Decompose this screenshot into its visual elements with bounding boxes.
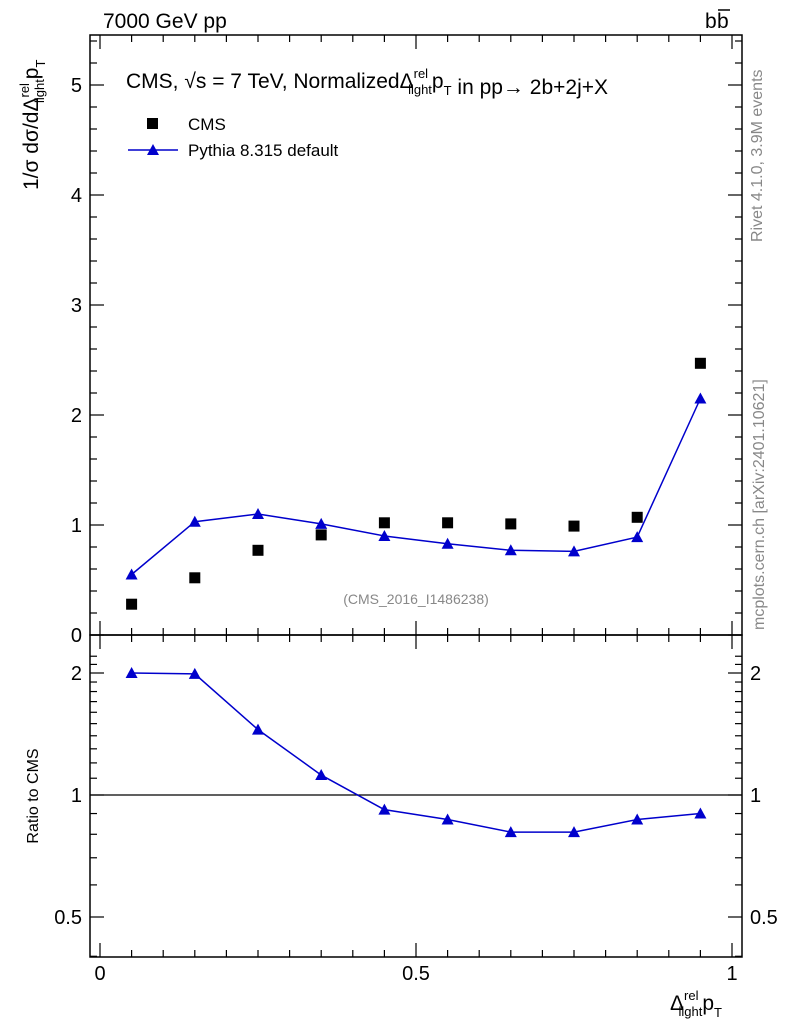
y-title-sup: rel: [17, 83, 32, 98]
ratio-point: [568, 826, 580, 838]
ratio-axes: 0 0.5 1 0.5 0.5 1 1 2 2: [54, 635, 778, 985]
cms-point: [505, 518, 517, 530]
plot-title: CMS, √s = 7 TeV, NormalizedΔrel lightpT i…: [126, 66, 608, 99]
pythia-point: [188, 515, 201, 527]
cms-point: [189, 572, 201, 584]
y-axis-title: 1/σ dσ/dΔrellightpT: [17, 60, 48, 191]
x-tick-label: 0.5: [402, 963, 430, 985]
x-axis-title: Δrel lightpT: [670, 988, 722, 1020]
pythia-point: [568, 545, 580, 557]
ratio-y-axis-title: Ratio to CMS: [25, 748, 42, 843]
ratio-marks: [125, 667, 707, 838]
ratio-point: [631, 813, 644, 825]
ratio-y-tick-label-right: 2: [750, 663, 761, 685]
ratio-point: [378, 803, 391, 815]
mcplots-label: mcplots.cern.ch [arXiv:2401.10621]: [751, 379, 768, 630]
cms-point: [315, 529, 327, 541]
ratio-point: [694, 807, 707, 819]
cms-point: [631, 511, 643, 523]
pythia-point: [252, 508, 264, 519]
svg-text:1/σ dσ/dΔrellightpT: 1/σ dσ/dΔrellightpT: [17, 60, 48, 191]
ratio-point: [252, 723, 264, 735]
main-y-tick-label: 4: [71, 185, 82, 207]
analysis-watermark: (CMS_2016_I1486238): [343, 591, 489, 607]
legend: CMS Pythia 8.315 default: [128, 115, 339, 160]
x-tick-label: 0: [94, 963, 105, 985]
ratio-y-tick-label-right: 0.5: [750, 907, 778, 929]
pythia-point: [125, 568, 138, 580]
main-y-tick-label: 5: [71, 75, 82, 97]
header-process-bbar: b: [717, 10, 729, 33]
pythia-line: [131, 398, 702, 576]
ratio-y-tick-label: 0.5: [54, 907, 82, 929]
cms-point: [252, 544, 264, 556]
pythia-point: [441, 537, 454, 549]
y-title-prefix: 1/σ dσ/dΔ: [20, 98, 43, 191]
pythia-point: [504, 544, 517, 556]
ratio-y-tick-label: 2: [71, 663, 82, 685]
cms-point: [568, 520, 580, 532]
pythia-point: [315, 517, 328, 529]
ratio-panel-frame: [89, 634, 743, 958]
ratio-y-tick-label: 1: [71, 785, 82, 807]
y-title-p: p: [20, 68, 43, 80]
header-process-label: b b: [705, 9, 730, 33]
x-tick-label: 1: [726, 963, 737, 985]
ratio-point: [188, 667, 201, 679]
y-title-sub: light: [32, 79, 47, 103]
header-process-b: b: [705, 10, 717, 33]
pythia-point: [378, 530, 391, 541]
pythia-point: [694, 392, 707, 404]
cms-point: [126, 598, 138, 610]
main-axes: 0 1 2 3 4 5: [71, 35, 742, 647]
ratio-point: [504, 826, 517, 838]
ratio-line: [131, 672, 701, 833]
legend-cms-marker: [147, 118, 158, 129]
main-y-tick-label: 0: [71, 625, 82, 647]
legend-cms-label: CMS: [188, 115, 226, 134]
pythia-point: [631, 531, 644, 543]
ratio-point: [441, 813, 454, 825]
cms-point: [442, 517, 454, 529]
main-y-tick-label: 1: [71, 515, 82, 537]
ratio-y-tick-label-right: 1: [750, 785, 761, 807]
main-y-tick-label: 3: [71, 295, 82, 317]
cms-point: [378, 517, 390, 529]
ratio-point: [125, 667, 138, 678]
cms-point: [694, 357, 706, 369]
rivet-version-label: Rivet 4.1.0, 3.9M events: [749, 69, 766, 242]
header-energy-label: 7000 GeV pp: [103, 10, 227, 33]
main-y-tick-label: 2: [71, 405, 82, 427]
main-marks: [125, 357, 707, 610]
legend-pythia-marker: [147, 144, 159, 155]
ratio-point: [315, 769, 328, 781]
y-title-t: T: [33, 60, 48, 68]
legend-pythia-label: Pythia 8.315 default: [188, 141, 339, 160]
